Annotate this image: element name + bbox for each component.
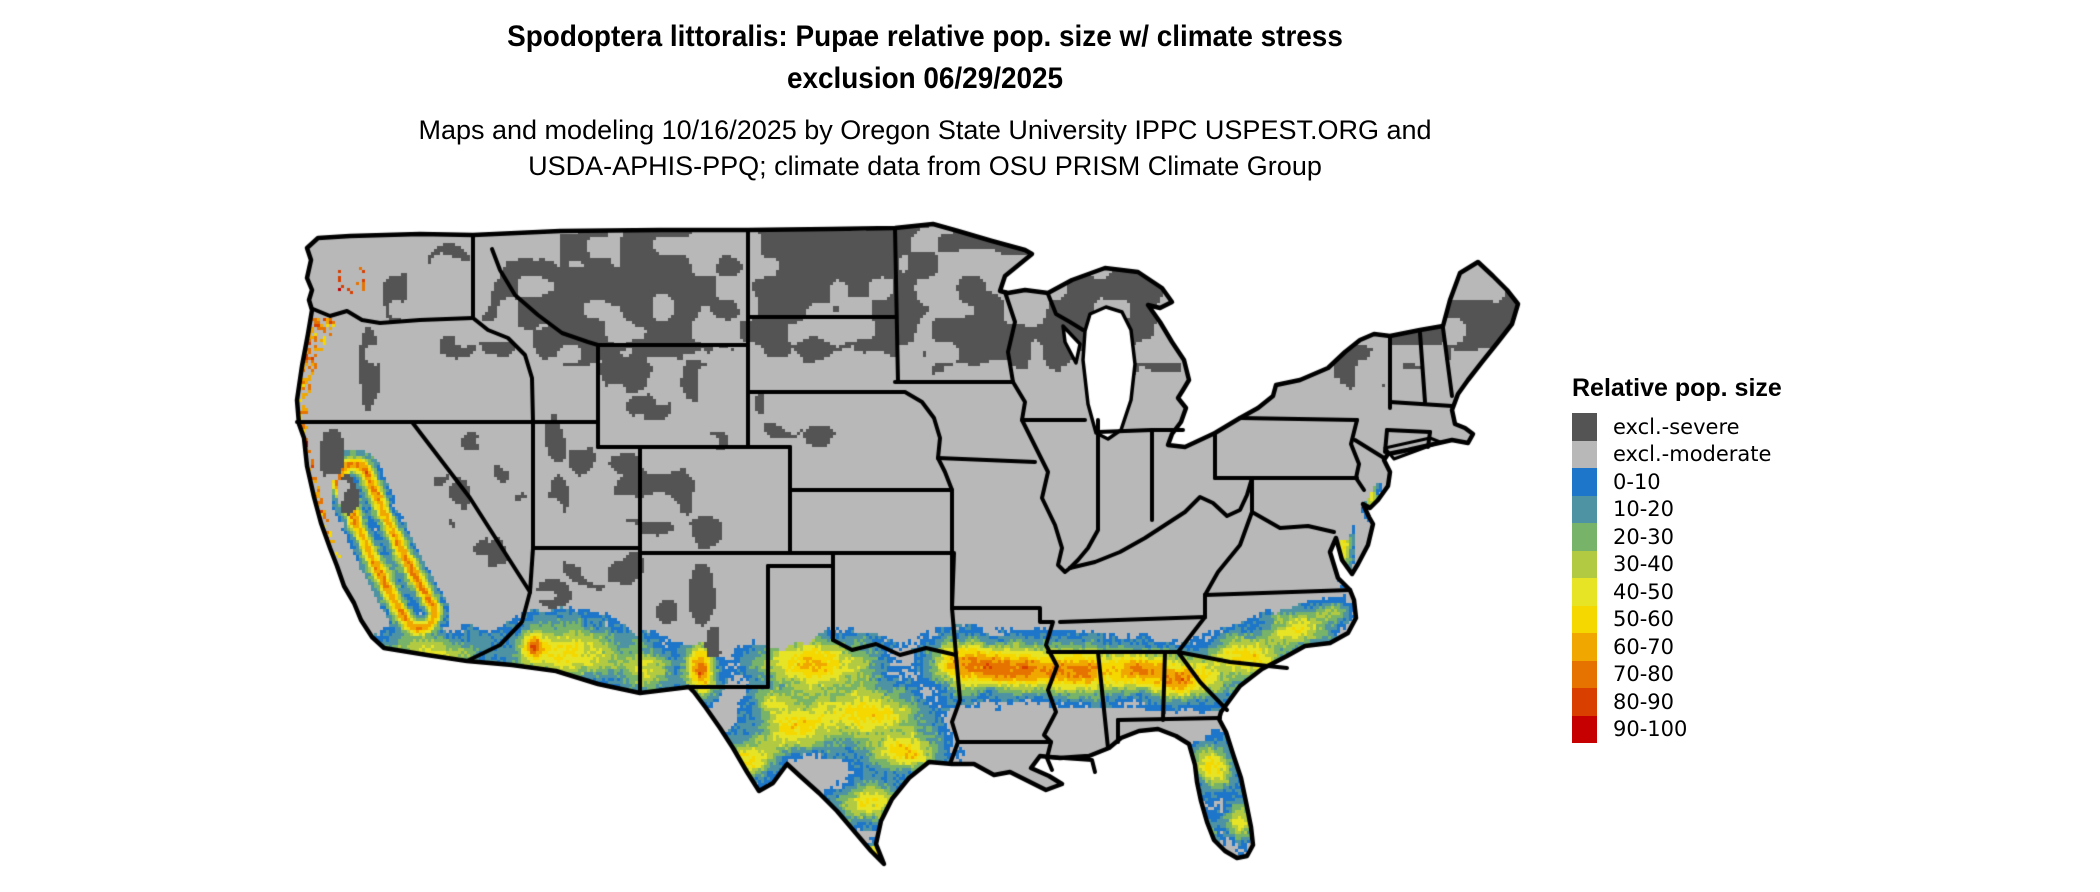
page-title: Spodoptera littoralis: Pupae relative po… xyxy=(300,16,1550,100)
legend-swatch xyxy=(1572,413,1597,441)
legend-label: 70-80 xyxy=(1613,662,1675,687)
legend-swatch xyxy=(1572,578,1597,606)
legend-label: 50-60 xyxy=(1613,607,1675,632)
legend-label: 60-70 xyxy=(1613,634,1675,659)
legend-item: 50-60 xyxy=(1572,605,1782,633)
subtitle-line-1: Maps and modeling 10/16/2025 by Oregon S… xyxy=(418,115,1432,145)
legend-swatch xyxy=(1572,715,1597,743)
legend-swatch xyxy=(1572,688,1597,716)
legend-item: 70-80 xyxy=(1572,660,1782,688)
legend-label: 30-40 xyxy=(1613,552,1675,577)
legend-item: excl.-severe xyxy=(1572,413,1782,441)
legend-item: 20-30 xyxy=(1572,523,1782,551)
legend-item: 60-70 xyxy=(1572,633,1782,661)
legend-label: 80-90 xyxy=(1613,689,1675,714)
legend-label: 40-50 xyxy=(1613,579,1675,604)
legend-label: 20-30 xyxy=(1613,524,1675,549)
legend-item: 80-90 xyxy=(1572,688,1782,716)
legend-label: 90-100 xyxy=(1613,717,1688,742)
title-line-2: exclusion 06/29/2025 xyxy=(786,62,1064,95)
legend-label: 10-20 xyxy=(1613,497,1675,522)
legend-swatch xyxy=(1572,605,1597,633)
legend-swatch xyxy=(1572,440,1597,468)
legend-title: Relative pop. size xyxy=(1572,374,1782,402)
legend-swatch xyxy=(1572,495,1597,523)
legend-item: 40-50 xyxy=(1572,578,1782,606)
legend-item: 0-10 xyxy=(1572,468,1782,496)
title-line-1: Spodoptera littoralis: Pupae relative po… xyxy=(507,20,1343,53)
legend-swatch xyxy=(1572,550,1597,578)
legend-item: 30-40 xyxy=(1572,550,1782,578)
legend-item: 10-20 xyxy=(1572,495,1782,523)
legend-swatch xyxy=(1572,468,1597,496)
subtitle-line-2: USDA-APHIS-PPQ; climate data from OSU PR… xyxy=(528,151,1322,181)
legend-item: 90-100 xyxy=(1572,715,1782,743)
legend-swatch xyxy=(1572,633,1597,661)
legend-swatch xyxy=(1572,660,1597,688)
legend-label: excl.-severe xyxy=(1613,414,1740,439)
legend-swatch xyxy=(1572,523,1597,551)
legend-item: excl.-moderate xyxy=(1572,440,1782,468)
map-legend: Relative pop. size excl.-severe excl.-mo… xyxy=(1572,374,1782,743)
legend-label: 0-10 xyxy=(1613,469,1661,494)
map-attribution: Maps and modeling 10/16/2025 by Oregon S… xyxy=(300,112,1550,184)
legend-label: excl.-moderate xyxy=(1613,442,1772,467)
